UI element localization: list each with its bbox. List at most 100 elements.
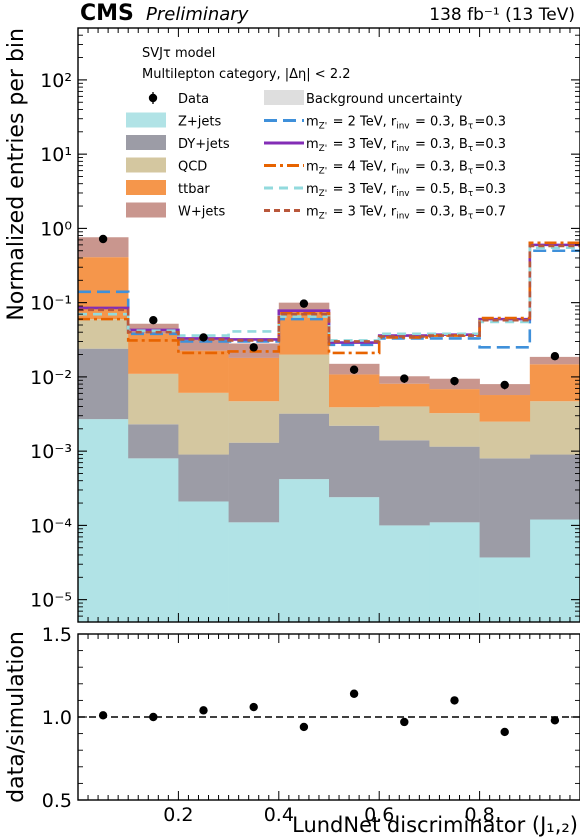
ratio-y-tick-label: 0.5	[42, 790, 72, 812]
stack-bar-dy-jets-bin-7	[429, 446, 480, 523]
preliminary-label: Preliminary	[146, 4, 249, 25]
stack-bar-dy-jets-bin-8	[479, 458, 531, 558]
stack-bar-qcd-bin-3	[228, 401, 280, 443]
legend-label-signal-0: mZ' = 2 TeV, rinv = 0.3, Bτ =0.3	[306, 115, 506, 132]
stack-bar-z-jets-bin-4	[278, 479, 330, 622]
x-tick-label: 0.4	[264, 804, 294, 826]
stack-bar-z-jets-bin-6	[379, 525, 430, 622]
main-panel: 10⁻⁵ 10⁻⁴ 10⁻³ 10⁻² 10⁻¹ 10⁰ 10¹ 10² Normalized …	[4, 27, 580, 623]
stack-bar-qcd-bin-8	[479, 421, 531, 459]
ratio-point-3	[249, 702, 258, 712]
stack-bar-qcd-bin-0	[78, 319, 129, 349]
x-tick-label: 0.2	[163, 804, 193, 826]
stack-bar-ttbar-bin-7	[429, 389, 480, 414]
ratio-point-5	[349, 689, 359, 698]
data-point-6	[400, 374, 409, 383]
data-point-7	[450, 376, 459, 386]
stack-bar-z-jets-bin-5	[329, 497, 380, 622]
data-point-2	[199, 333, 208, 342]
stack-bar-qcd-bin-7	[429, 413, 480, 447]
stack-bar-qcd-bin-5	[329, 407, 380, 426]
annotations: SVJτ model Multilepton category, |Δη| < 2…	[142, 46, 351, 82]
data-point-0	[98, 234, 108, 244]
luminosity-label: 138 fb⁻¹ (13 TeV)	[429, 5, 575, 25]
data-points	[98, 234, 560, 390]
legend-uncertainty-swatch	[264, 90, 304, 105]
ratio-point-1	[149, 712, 158, 722]
data-point-9	[550, 352, 560, 361]
legend-label-stack-1: DY+jets	[178, 137, 230, 152]
stack-bar-ttbar-bin-9	[529, 364, 580, 402]
ratio-point-9	[550, 716, 560, 725]
legend-swatch-4	[126, 202, 166, 218]
legend-label-signal-3: mZ' = 3 TeV, rinv = 0.5, Bτ =0.3	[306, 182, 506, 199]
legend-label-stack-0: Z+jets	[178, 115, 222, 130]
stack-bar-z-jets-bin-7	[429, 522, 480, 622]
data-point-4	[299, 299, 309, 308]
stack-bar-dy-jets-bin-2	[178, 454, 229, 502]
stack-bar-ttbar-bin-3	[228, 357, 280, 402]
y-tick-label: 10⁰	[40, 218, 72, 240]
ratio-panel: 0.5 1.0 1.5 0.2 0.4 0.6 0.8 data/simulation Lund…	[4, 624, 580, 837]
ratio-point-4	[299, 722, 309, 732]
stack-bar-qcd-bin-2	[178, 392, 229, 455]
stack-bar-ttbar-bin-6	[379, 383, 430, 407]
legend-swatch-0	[126, 112, 166, 128]
legend-label-stack-4: W+jets	[178, 205, 225, 220]
stack-bar-qcd-bin-9	[529, 401, 580, 455]
category-annotation: Multilepton category, |Δη| < 2.2	[142, 67, 351, 82]
signal-curves	[78, 241, 580, 355]
stack-bar-dy-jets-bin-5	[329, 425, 380, 498]
y-tick-label: 10⁻⁴	[30, 515, 72, 537]
stack-bar-z-jets-bin-3	[228, 522, 280, 622]
data-point-3	[249, 343, 258, 352]
y-tick-label: 10¹	[40, 144, 72, 166]
ratio-point-8	[500, 727, 509, 737]
data-point-1	[149, 316, 158, 325]
stack-bar-w-jets-bin-8	[479, 384, 531, 396]
signal-line-4	[78, 244, 580, 343]
data-point-5	[349, 365, 359, 374]
ratio-points	[78, 689, 580, 737]
stack-bar-dy-jets-bin-3	[228, 442, 280, 523]
stack-bar-z-jets-bin-8	[479, 557, 531, 622]
stack-bar-dy-jets-bin-1	[128, 424, 179, 459]
ratio-point-0	[98, 711, 108, 720]
stack-bar-qcd-bin-1	[128, 373, 179, 425]
ratio-axes: 0.5 1.0 1.5 0.2 0.4 0.6 0.8 data/simulation Lund…	[4, 624, 580, 837]
x-tick-label: 0.6	[364, 804, 394, 826]
x-tick-label: 0.8	[464, 804, 494, 826]
ratio-point-6	[400, 717, 409, 727]
header: CMS Preliminary 138 fb⁻¹ (13 TeV)	[80, 1, 575, 26]
legend-label-signal-4: mZ' = 3 TeV, rinv = 0.3, Bτ =0.7	[306, 205, 506, 222]
legend-label-stack-2: QCD	[178, 160, 207, 175]
stack-bar-w-jets-bin-9	[529, 356, 580, 365]
y-tick-label: 10⁻³	[30, 441, 72, 463]
ratio-y-tick-label: 1.5	[42, 624, 72, 646]
y-tick-label: 10⁻²	[30, 367, 72, 389]
legend-swatch-3	[126, 180, 166, 195]
model-annotation: SVJτ model	[142, 46, 215, 61]
legend-label-data: Data	[178, 92, 209, 107]
ratio-point-2	[199, 706, 208, 715]
y-tick-label: 10²	[40, 70, 72, 92]
ratio-y-tick-label: 1.0	[42, 707, 72, 729]
ratio-y-axis-label: data/simulation	[4, 631, 29, 803]
stack-bar-w-jets-bin-0	[78, 237, 129, 258]
stack-bar-qcd-bin-4	[278, 354, 330, 414]
stack-bar-ttbar-bin-5	[329, 374, 380, 408]
legend-label-signal-1: mZ' = 3 TeV, rinv = 0.3, Bτ =0.3	[306, 137, 506, 154]
stack-bar-z-jets-bin-2	[178, 501, 229, 622]
stack-bar-qcd-bin-6	[379, 406, 430, 441]
y-tick-label: 10⁻¹	[30, 293, 72, 315]
y-tick-label: 10⁻⁵	[30, 590, 72, 612]
x-axis-label: LundNet discriminator (J₁,₂)	[292, 813, 578, 837]
main-axes: 10⁻⁵ 10⁻⁴ 10⁻³ 10⁻² 10⁻¹ 10⁰ 10¹ 10² Normalized …	[4, 27, 580, 623]
data-point-8	[500, 380, 509, 390]
y-axis-label: Normalized entries per bin	[4, 28, 29, 321]
legend: Data Z+jets DY+jets QCD ttbar W+jets Backgroun…	[126, 90, 506, 222]
cms-label: CMS	[80, 1, 134, 26]
stack-bar-z-jets-bin-9	[529, 519, 580, 622]
legend-swatch-2	[126, 157, 166, 173]
stack-bar-ttbar-bin-2	[178, 350, 229, 393]
